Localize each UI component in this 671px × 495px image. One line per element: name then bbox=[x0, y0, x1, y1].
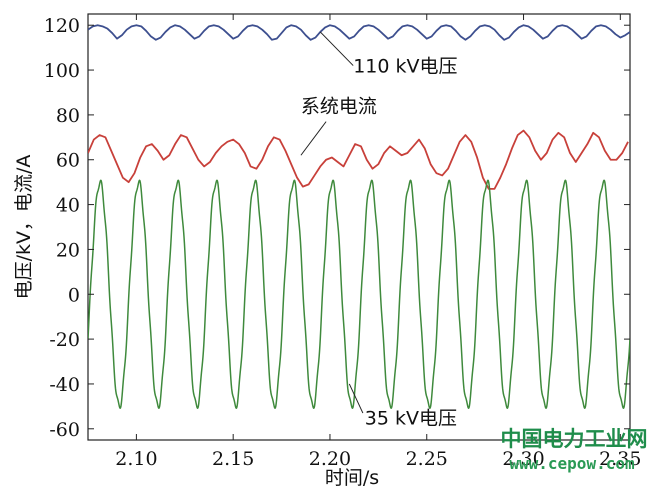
y-tick-label: 120 bbox=[44, 15, 80, 37]
annotation-leader bbox=[348, 383, 364, 414]
y-axis-title: 电压/kV，电流/A bbox=[13, 155, 35, 300]
annotation-label: 110 kV电压 bbox=[353, 55, 457, 77]
watermark-url: www.cepow.com bbox=[509, 454, 635, 473]
annotation-leader bbox=[300, 121, 327, 156]
x-tick-label: 2.15 bbox=[212, 448, 254, 470]
series-line-current bbox=[88, 129, 629, 190]
series-layer bbox=[88, 24, 630, 409]
x-tick-label: 2.10 bbox=[115, 448, 157, 470]
x-tick-label: 2.20 bbox=[309, 448, 351, 470]
y-tick-label: 80 bbox=[56, 105, 80, 127]
y-tick-label: 40 bbox=[56, 195, 80, 217]
x-axis-ticks: 2.10 2.15 2.20 2.25 2.30 2.35 bbox=[115, 14, 641, 470]
y-tick-label: 0 bbox=[68, 284, 80, 306]
watermark-title: 中国电力工业网 bbox=[501, 427, 648, 451]
x-tick-label: 2.25 bbox=[406, 448, 448, 470]
y-tick-label: -60 bbox=[49, 419, 80, 441]
y-tick-label: 60 bbox=[56, 150, 80, 172]
y-tick-label: -40 bbox=[49, 374, 80, 396]
y-tick-label: 100 bbox=[44, 60, 80, 82]
x-axis-title: 时间/s bbox=[325, 467, 379, 489]
x-tick-label: 2.30 bbox=[502, 448, 544, 470]
y-tick-label: -20 bbox=[49, 329, 80, 351]
y-tick-label: 20 bbox=[56, 239, 80, 261]
annotation-label: 系统电流 bbox=[301, 96, 377, 118]
plot-frame bbox=[87, 13, 631, 441]
annotation-label: 35 kV电压 bbox=[365, 407, 457, 429]
annotation-leader bbox=[319, 31, 354, 66]
series-line-35kv bbox=[88, 179, 630, 409]
x-tick-label: 2.35 bbox=[599, 448, 641, 470]
y-axis-ticks: 120 100 80 60 40 20 0 -20 -40 -60 bbox=[44, 15, 630, 441]
series-line-110kv bbox=[88, 24, 630, 41]
